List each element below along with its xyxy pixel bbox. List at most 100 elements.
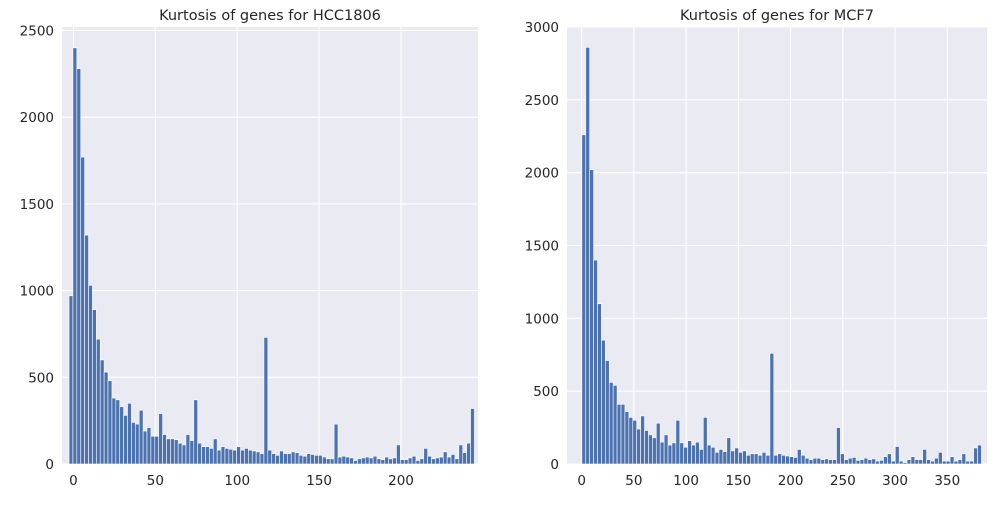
- histogram-bar-mcf7: [765, 454, 771, 465]
- histogram-bar-hcc1806: [158, 413, 163, 465]
- histogram-bar-mcf7: [675, 419, 681, 465]
- histogram-bar-hcc1806: [99, 359, 105, 465]
- histogram-bar-mcf7: [800, 454, 806, 465]
- histogram-bar-hcc1806: [259, 453, 265, 465]
- histogram-bar-hcc1806: [403, 459, 409, 465]
- histogram-bar-hcc1806: [68, 295, 74, 465]
- histogram-bar-hcc1806: [427, 455, 432, 465]
- histogram-bar-hcc1806: [337, 456, 343, 465]
- histogram-bar-hcc1806: [76, 68, 82, 465]
- histogram-bar-mcf7: [894, 446, 900, 465]
- histogram-bar-hcc1806: [92, 309, 97, 465]
- histogram-bar-mcf7: [847, 457, 853, 465]
- histogram-bar-mcf7: [812, 457, 818, 465]
- histogram-bar-hcc1806: [470, 408, 475, 465]
- histogram-bar-mcf7: [581, 134, 587, 465]
- histogram-bar-hcc1806: [411, 455, 417, 465]
- histogram-bar-mcf7: [949, 456, 955, 465]
- histogram-bar-mcf7: [797, 449, 802, 465]
- histogram-bar-hcc1806: [185, 434, 191, 465]
- histogram-bar-hcc1806: [127, 403, 132, 465]
- bars-hcc1806: [68, 47, 475, 465]
- histogram-bar-hcc1806: [364, 456, 370, 465]
- x-tick-label: 200: [388, 473, 414, 489]
- histogram-bar-hcc1806: [72, 47, 78, 465]
- histogram-bar-hcc1806: [177, 442, 183, 465]
- histogram-bar-mcf7: [973, 447, 978, 465]
- histogram-bar-mcf7: [624, 411, 630, 465]
- histogram-bar-mcf7: [750, 453, 755, 465]
- histogram-bar-mcf7: [659, 441, 665, 465]
- histogram-bar-hcc1806: [111, 397, 117, 465]
- histogram-bar-mcf7: [655, 422, 661, 465]
- histogram-bar-mcf7: [887, 453, 892, 465]
- histogram-bar-hcc1806: [314, 455, 319, 465]
- histogram-bar-hcc1806: [205, 446, 210, 465]
- histogram-bar-hcc1806: [209, 448, 214, 465]
- histogram-bar-hcc1806: [442, 451, 448, 465]
- y-tick-label: 1000: [525, 311, 559, 327]
- histogram-bar-hcc1806: [146, 427, 152, 465]
- histogram-bar-hcc1806: [435, 457, 440, 465]
- histogram-bar-mcf7: [836, 427, 841, 465]
- histogram-bar-hcc1806: [96, 338, 101, 465]
- histogram-bar-hcc1806: [80, 156, 85, 465]
- histogram-bar-mcf7: [793, 457, 798, 465]
- histogram-bar-hcc1806: [407, 457, 413, 465]
- histogram-bar-mcf7: [804, 457, 810, 465]
- histogram-bar-mcf7: [652, 437, 657, 465]
- histogram-bar-hcc1806: [341, 455, 347, 465]
- histogram-bar-hcc1806: [279, 450, 284, 465]
- histogram-bar-hcc1806: [173, 439, 179, 465]
- histogram-bar-mcf7: [961, 453, 967, 465]
- histogram-bar-hcc1806: [224, 448, 230, 465]
- histogram-bar-hcc1806: [392, 457, 397, 465]
- histogram-bar-mcf7: [585, 47, 590, 465]
- histogram-bar-mcf7: [722, 451, 728, 465]
- histogram-bar-mcf7: [785, 455, 790, 465]
- histogram-bar-hcc1806: [240, 449, 245, 465]
- x-tick-label: 0: [577, 473, 586, 489]
- histogram-bar-mcf7: [601, 339, 606, 465]
- histogram-bar-mcf7: [616, 403, 622, 465]
- histogram-bar-mcf7: [695, 441, 700, 465]
- histogram-bar-mcf7: [922, 449, 927, 465]
- histogram-bar-mcf7: [820, 459, 826, 465]
- histogram-bar-hcc1806: [181, 444, 187, 465]
- histogram-bar-mcf7: [789, 456, 794, 465]
- histogram-bar-hcc1806: [135, 423, 140, 465]
- histogram-bar-mcf7: [687, 440, 692, 465]
- chart-mcf7: 0 50 100 150 200 250 300 350 0 500 1000 1500 2000 25…: [525, 8, 987, 489]
- y-tick-labels-mcf7: 0 500 1000 1500 2000 2500 3000: [525, 20, 559, 473]
- histogram-bar-mcf7: [781, 454, 786, 465]
- histogram-bar-hcc1806: [251, 450, 257, 465]
- histogram-bar-mcf7: [608, 382, 614, 465]
- histogram-bar-hcc1806: [216, 449, 222, 465]
- y-tick-labels-hcc1806: 0 500 1000 1500 2000 2500: [20, 23, 54, 473]
- histogram-bar-mcf7: [832, 459, 837, 465]
- histogram-bar-mcf7: [941, 460, 947, 465]
- histogram-bar-hcc1806: [353, 460, 358, 465]
- histogram-bar-hcc1806: [267, 449, 273, 465]
- histogram-bar-mcf7: [883, 456, 888, 465]
- y-tick-label: 3000: [525, 20, 559, 36]
- x-tick-label: 50: [147, 473, 164, 489]
- histogram-bar-mcf7: [910, 456, 916, 465]
- histogram-bar-mcf7: [683, 446, 688, 465]
- histogram-bar-mcf7: [957, 459, 963, 465]
- histogram-bar-mcf7: [898, 460, 904, 465]
- histogram-bar-hcc1806: [396, 444, 401, 465]
- histogram-bar-hcc1806: [201, 446, 206, 465]
- histogram-bar-hcc1806: [294, 452, 300, 465]
- histogram-bar-hcc1806: [220, 446, 226, 465]
- histogram-bar-mcf7: [891, 460, 896, 465]
- chart-title-mcf7: Kurtosis of genes for MCF7: [680, 8, 874, 24]
- histogram-bar-hcc1806: [306, 453, 312, 465]
- histogram-bar-mcf7: [871, 458, 876, 465]
- histogram-bar-mcf7: [620, 403, 626, 465]
- histogram-bar-mcf7: [753, 453, 759, 465]
- histogram-bar-mcf7: [738, 452, 743, 465]
- histogram-bar-hcc1806: [228, 448, 234, 465]
- histogram-bar-hcc1806: [263, 337, 269, 465]
- x-tick-label: 200: [778, 473, 804, 489]
